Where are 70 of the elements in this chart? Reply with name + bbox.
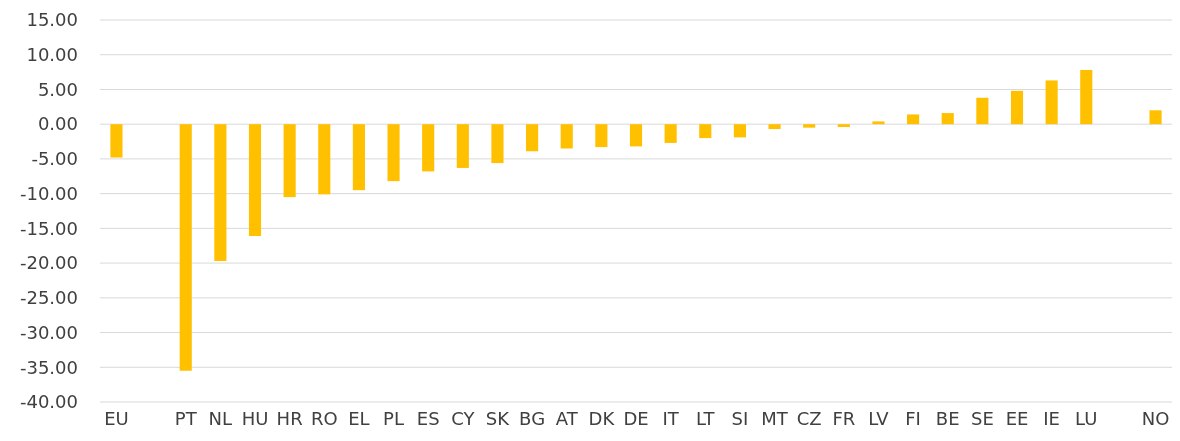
bar xyxy=(595,124,608,148)
x-tick-label: FR xyxy=(832,407,856,429)
x-tick-label: SI xyxy=(731,407,749,429)
y-tick-label: -20.00 xyxy=(19,252,78,274)
x-tick-label: EL xyxy=(348,407,370,429)
x-tick-label: BG xyxy=(519,407,546,429)
x-tick-label: ES xyxy=(416,407,440,429)
bar xyxy=(976,97,989,125)
bar xyxy=(1080,70,1093,125)
bar xyxy=(768,124,781,130)
y-tick-label: -40.00 xyxy=(19,391,78,413)
x-tick-label: RO xyxy=(310,407,338,429)
y-tick-label: -10.00 xyxy=(19,182,78,204)
bar xyxy=(214,124,227,262)
x-tick-label: IT xyxy=(662,407,680,429)
bar xyxy=(318,124,331,195)
x-tick-label: CY xyxy=(451,407,476,429)
bar xyxy=(629,124,643,147)
x-tick-label: DK xyxy=(588,407,616,429)
x-tick-label: EE xyxy=(1005,407,1029,429)
y-tick-label: 5.00 xyxy=(37,78,78,100)
bar xyxy=(1010,90,1024,125)
y-tick-label: -30.00 xyxy=(19,321,78,343)
bar xyxy=(179,124,192,371)
x-tick-label: LT xyxy=(696,407,716,429)
x-tick-label: SE xyxy=(970,407,994,429)
y-tick-label: 15.00 xyxy=(26,9,78,31)
bar xyxy=(1045,80,1058,125)
bar xyxy=(872,121,885,125)
x-tick-label: HU xyxy=(241,407,269,429)
bar xyxy=(491,124,504,164)
x-tick-label: PT xyxy=(174,407,198,429)
x-tick-label: NO xyxy=(1141,407,1170,429)
bar xyxy=(907,114,920,125)
y-tick-label: -5.00 xyxy=(31,148,78,170)
bar xyxy=(664,124,677,143)
x-tick-label: FI xyxy=(905,407,921,429)
bar xyxy=(560,124,573,149)
bar xyxy=(387,124,400,182)
bar xyxy=(803,124,816,128)
x-tick-label: LV xyxy=(868,407,890,429)
x-tick-label: PL xyxy=(383,407,404,429)
x-tick-label: AT xyxy=(555,407,579,429)
x-tick-label: DE xyxy=(623,407,649,429)
x-tick-label: EU xyxy=(104,407,129,429)
y-tick-label: -35.00 xyxy=(19,356,78,378)
x-tick-label: SK xyxy=(485,407,511,429)
bar xyxy=(1149,110,1162,125)
x-tick-label: LU xyxy=(1075,407,1098,429)
bar xyxy=(733,124,746,138)
bar xyxy=(941,113,954,125)
x-tick-label: IE xyxy=(1043,407,1060,429)
bar xyxy=(248,124,262,236)
y-tick-label: 10.00 xyxy=(26,43,78,65)
bar xyxy=(837,124,850,127)
x-tick-label: MT xyxy=(761,407,789,429)
x-tick-label: HR xyxy=(276,407,303,429)
x-tick-label: NL xyxy=(208,407,233,429)
x-tick-label: CZ xyxy=(796,407,822,429)
y-tick-label: 0.00 xyxy=(37,113,78,135)
x-tick-label: BE xyxy=(935,407,960,429)
bar xyxy=(456,124,469,168)
bar xyxy=(526,124,539,152)
bar xyxy=(422,124,435,172)
y-tick-label: -15.00 xyxy=(19,217,78,239)
bar xyxy=(283,124,296,198)
bar xyxy=(352,124,365,191)
y-tick-label: -25.00 xyxy=(19,287,78,309)
bar xyxy=(110,124,123,158)
bar xyxy=(699,124,712,139)
